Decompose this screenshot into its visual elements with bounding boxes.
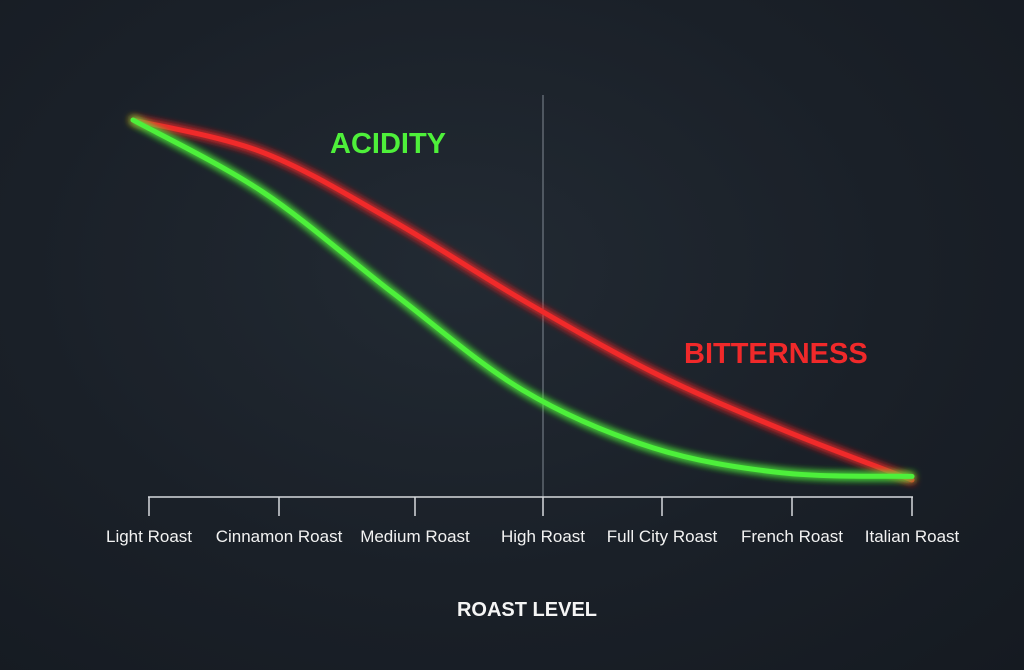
x-tick-label-high-roast: High Roast [501,527,585,546]
x-axis-title: ROAST LEVEL [457,599,597,621]
x-tick-label-full-city-roast: Full City Roast [607,527,718,546]
x-tick-label-italian-roast: Italian Roast [865,527,960,546]
acidity-series-label: ACIDITY [330,128,446,160]
x-tick-label-french-roast: French Roast [741,527,843,546]
x-tick-label-light-roast: Light Roast [106,527,192,546]
x-tick-label-cinnamon-roast: Cinnamon Roast [216,527,343,546]
acidity-line [130,117,915,479]
bitterness-line [130,117,915,483]
x-tick-label-medium-roast: Medium Roast [360,527,470,546]
bitterness-series-label: BITTERNESS [684,338,868,370]
